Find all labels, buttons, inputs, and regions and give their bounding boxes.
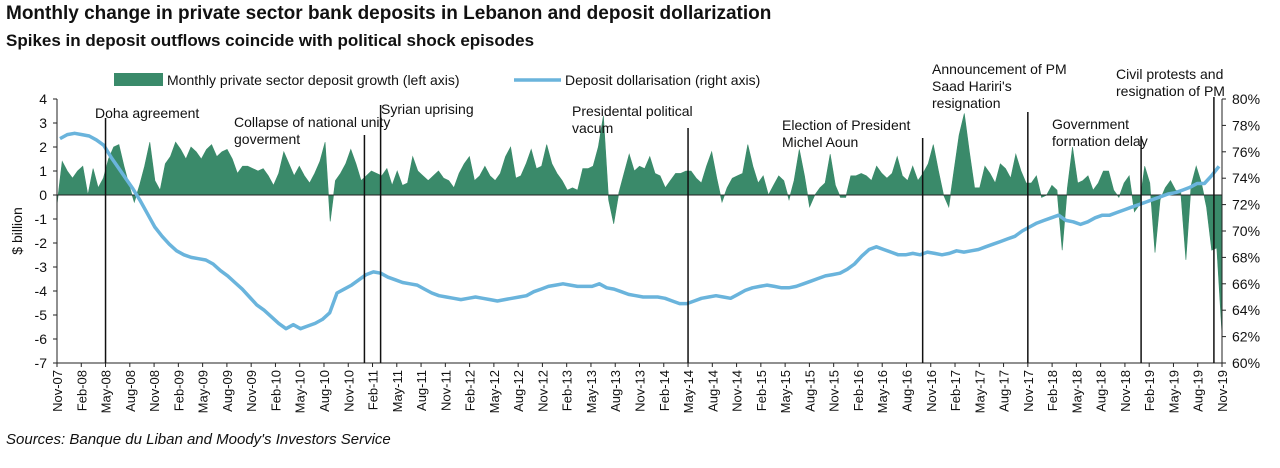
event-label: Syrian uprising xyxy=(381,101,474,117)
left-axis-label: $ billion xyxy=(9,207,25,254)
left-tick-label: 1 xyxy=(39,163,47,179)
x-tick-label: Aug-18 xyxy=(1094,370,1109,412)
x-tick-label: Aug-13 xyxy=(608,370,623,412)
x-tick-label: May-09 xyxy=(196,370,211,413)
x-tick-label: May-14 xyxy=(681,370,696,413)
right-tick-label: 62% xyxy=(1232,329,1260,345)
x-tick-label: Nov-13 xyxy=(633,370,648,412)
x-tick-label: Feb-19 xyxy=(1142,370,1157,411)
x-tick-label: Feb-15 xyxy=(754,370,769,411)
event-label: Collapse of national unity goverment xyxy=(234,114,390,147)
left-tick-label: -5 xyxy=(35,307,48,323)
x-tick-label: Aug-17 xyxy=(997,370,1012,412)
x-tick-label: Nov-10 xyxy=(341,370,356,412)
x-tick-label: Feb-16 xyxy=(851,370,866,411)
x-tick-label: May-19 xyxy=(1167,370,1182,413)
left-tick-label: 0 xyxy=(39,187,47,203)
chart-source: Sources: Banque du Liban and Moody's Inv… xyxy=(6,431,391,448)
right-tick-label: 72% xyxy=(1232,197,1260,213)
left-tick-label: -3 xyxy=(35,259,48,275)
x-tick-label: Nov-08 xyxy=(147,370,162,412)
x-tick-label: May-08 xyxy=(99,370,114,413)
x-tick-label: Aug-14 xyxy=(705,370,720,412)
right-tick-label: 68% xyxy=(1232,249,1260,265)
x-tick-label: May-16 xyxy=(875,370,890,413)
x-tick-label: Aug-09 xyxy=(220,370,235,412)
legend-swatch-deposit-growth xyxy=(114,73,163,86)
right-tick-label: 64% xyxy=(1232,302,1260,318)
x-tick-label: Nov-12 xyxy=(535,370,550,412)
dollarisation-line xyxy=(59,131,1221,331)
left-tick-label: -2 xyxy=(35,235,48,251)
x-tick-label: Aug-08 xyxy=(123,370,138,412)
x-tick-label: Feb-17 xyxy=(948,370,963,411)
event-label: Government formation delay xyxy=(1052,116,1148,149)
x-tick-label: Aug-16 xyxy=(900,370,915,412)
right-tick-label: 60% xyxy=(1232,355,1260,371)
x-tick-label: May-10 xyxy=(293,370,308,413)
legend-label-deposit-growth: Monthly private sector deposit growth (l… xyxy=(167,72,460,88)
left-tick-label: -6 xyxy=(35,331,48,347)
left-tick-label: 3 xyxy=(39,115,47,131)
x-tick-label: Nov-07 xyxy=(50,370,65,412)
x-tick-label: May-12 xyxy=(487,370,502,413)
x-tick-label: May-15 xyxy=(778,370,793,413)
x-tick-label: Aug-19 xyxy=(1191,370,1206,412)
x-tick-label: Aug-15 xyxy=(802,370,817,412)
x-tick-label: May-18 xyxy=(1069,370,1084,413)
deposit-growth-area xyxy=(56,113,1223,335)
x-tick-label: Feb-14 xyxy=(657,370,672,411)
x-tick-label: Feb-10 xyxy=(268,370,283,411)
right-tick-label: 76% xyxy=(1232,144,1260,160)
x-tick-label: Nov-09 xyxy=(244,370,259,412)
chart-subtitle: Spikes in deposit outflows coincide with… xyxy=(6,31,535,50)
x-tick-label: Nov-19 xyxy=(1215,370,1230,412)
event-label: Announcement of PM Saad Hariri's resignati… xyxy=(932,61,1067,111)
x-tick-label: May-11 xyxy=(390,370,405,412)
x-tick-label: Nov-14 xyxy=(730,370,745,412)
x-tick-label: May-13 xyxy=(584,370,599,413)
x-tick-label: Nov-11 xyxy=(438,370,453,411)
x-tick-label: Nov-18 xyxy=(1118,370,1133,412)
x-tick-label: Feb-11 xyxy=(366,370,381,410)
x-tick-label: Aug-10 xyxy=(317,370,332,412)
x-tick-label: Nov-17 xyxy=(1021,370,1036,412)
right-tick-label: 74% xyxy=(1232,170,1260,186)
event-label: Presidental political vacum xyxy=(572,103,693,136)
left-tick-label: -7 xyxy=(35,355,48,371)
left-tick-label: 4 xyxy=(39,91,47,107)
legend-label-dollarisation: Deposit dollarisation (right axis) xyxy=(565,72,760,88)
right-tick-label: 66% xyxy=(1232,276,1260,292)
right-tick-label: 78% xyxy=(1232,117,1260,133)
left-tick-label: -1 xyxy=(35,211,48,227)
x-tick-label: Nov-16 xyxy=(924,370,939,412)
x-tick-label: Nov-15 xyxy=(827,370,842,412)
left-tick-label: -4 xyxy=(35,283,48,299)
event-label: Civil protests and resignation of PM xyxy=(1116,66,1225,99)
x-tick-label: Aug-12 xyxy=(511,370,526,412)
left-tick-label: 2 xyxy=(39,139,47,155)
x-tick-label: Aug-11 xyxy=(414,370,429,411)
right-tick-label: 80% xyxy=(1232,91,1260,107)
event-label: Doha agreement xyxy=(95,105,199,121)
x-tick-label: Feb-09 xyxy=(171,370,186,411)
right-tick-label: 70% xyxy=(1232,223,1260,239)
x-tick-label: May-17 xyxy=(972,370,987,413)
chart-title: Monthly change in private sector bank de… xyxy=(6,3,772,24)
event-label: Election of President Michel Aoun xyxy=(782,117,911,150)
x-tick-label: Feb-13 xyxy=(560,370,575,411)
x-tick-label: Feb-12 xyxy=(463,370,478,411)
x-tick-label: Feb-18 xyxy=(1045,370,1060,411)
x-tick-label: Feb-08 xyxy=(74,370,89,411)
